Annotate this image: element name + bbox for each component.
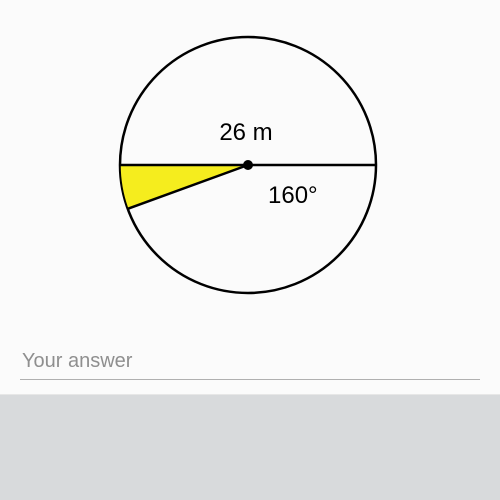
answer-row [20, 344, 480, 380]
diagram-svg: 26 m 160° [108, 25, 388, 305]
angle-label: 160° [268, 182, 318, 209]
circle-diagram: 26 m 160° [108, 25, 388, 305]
answer-input[interactable] [20, 344, 480, 380]
diagram-center-dot [243, 160, 253, 170]
question-card: 26 m 160° [0, 0, 500, 395]
radius-label: 26 m [219, 119, 272, 146]
